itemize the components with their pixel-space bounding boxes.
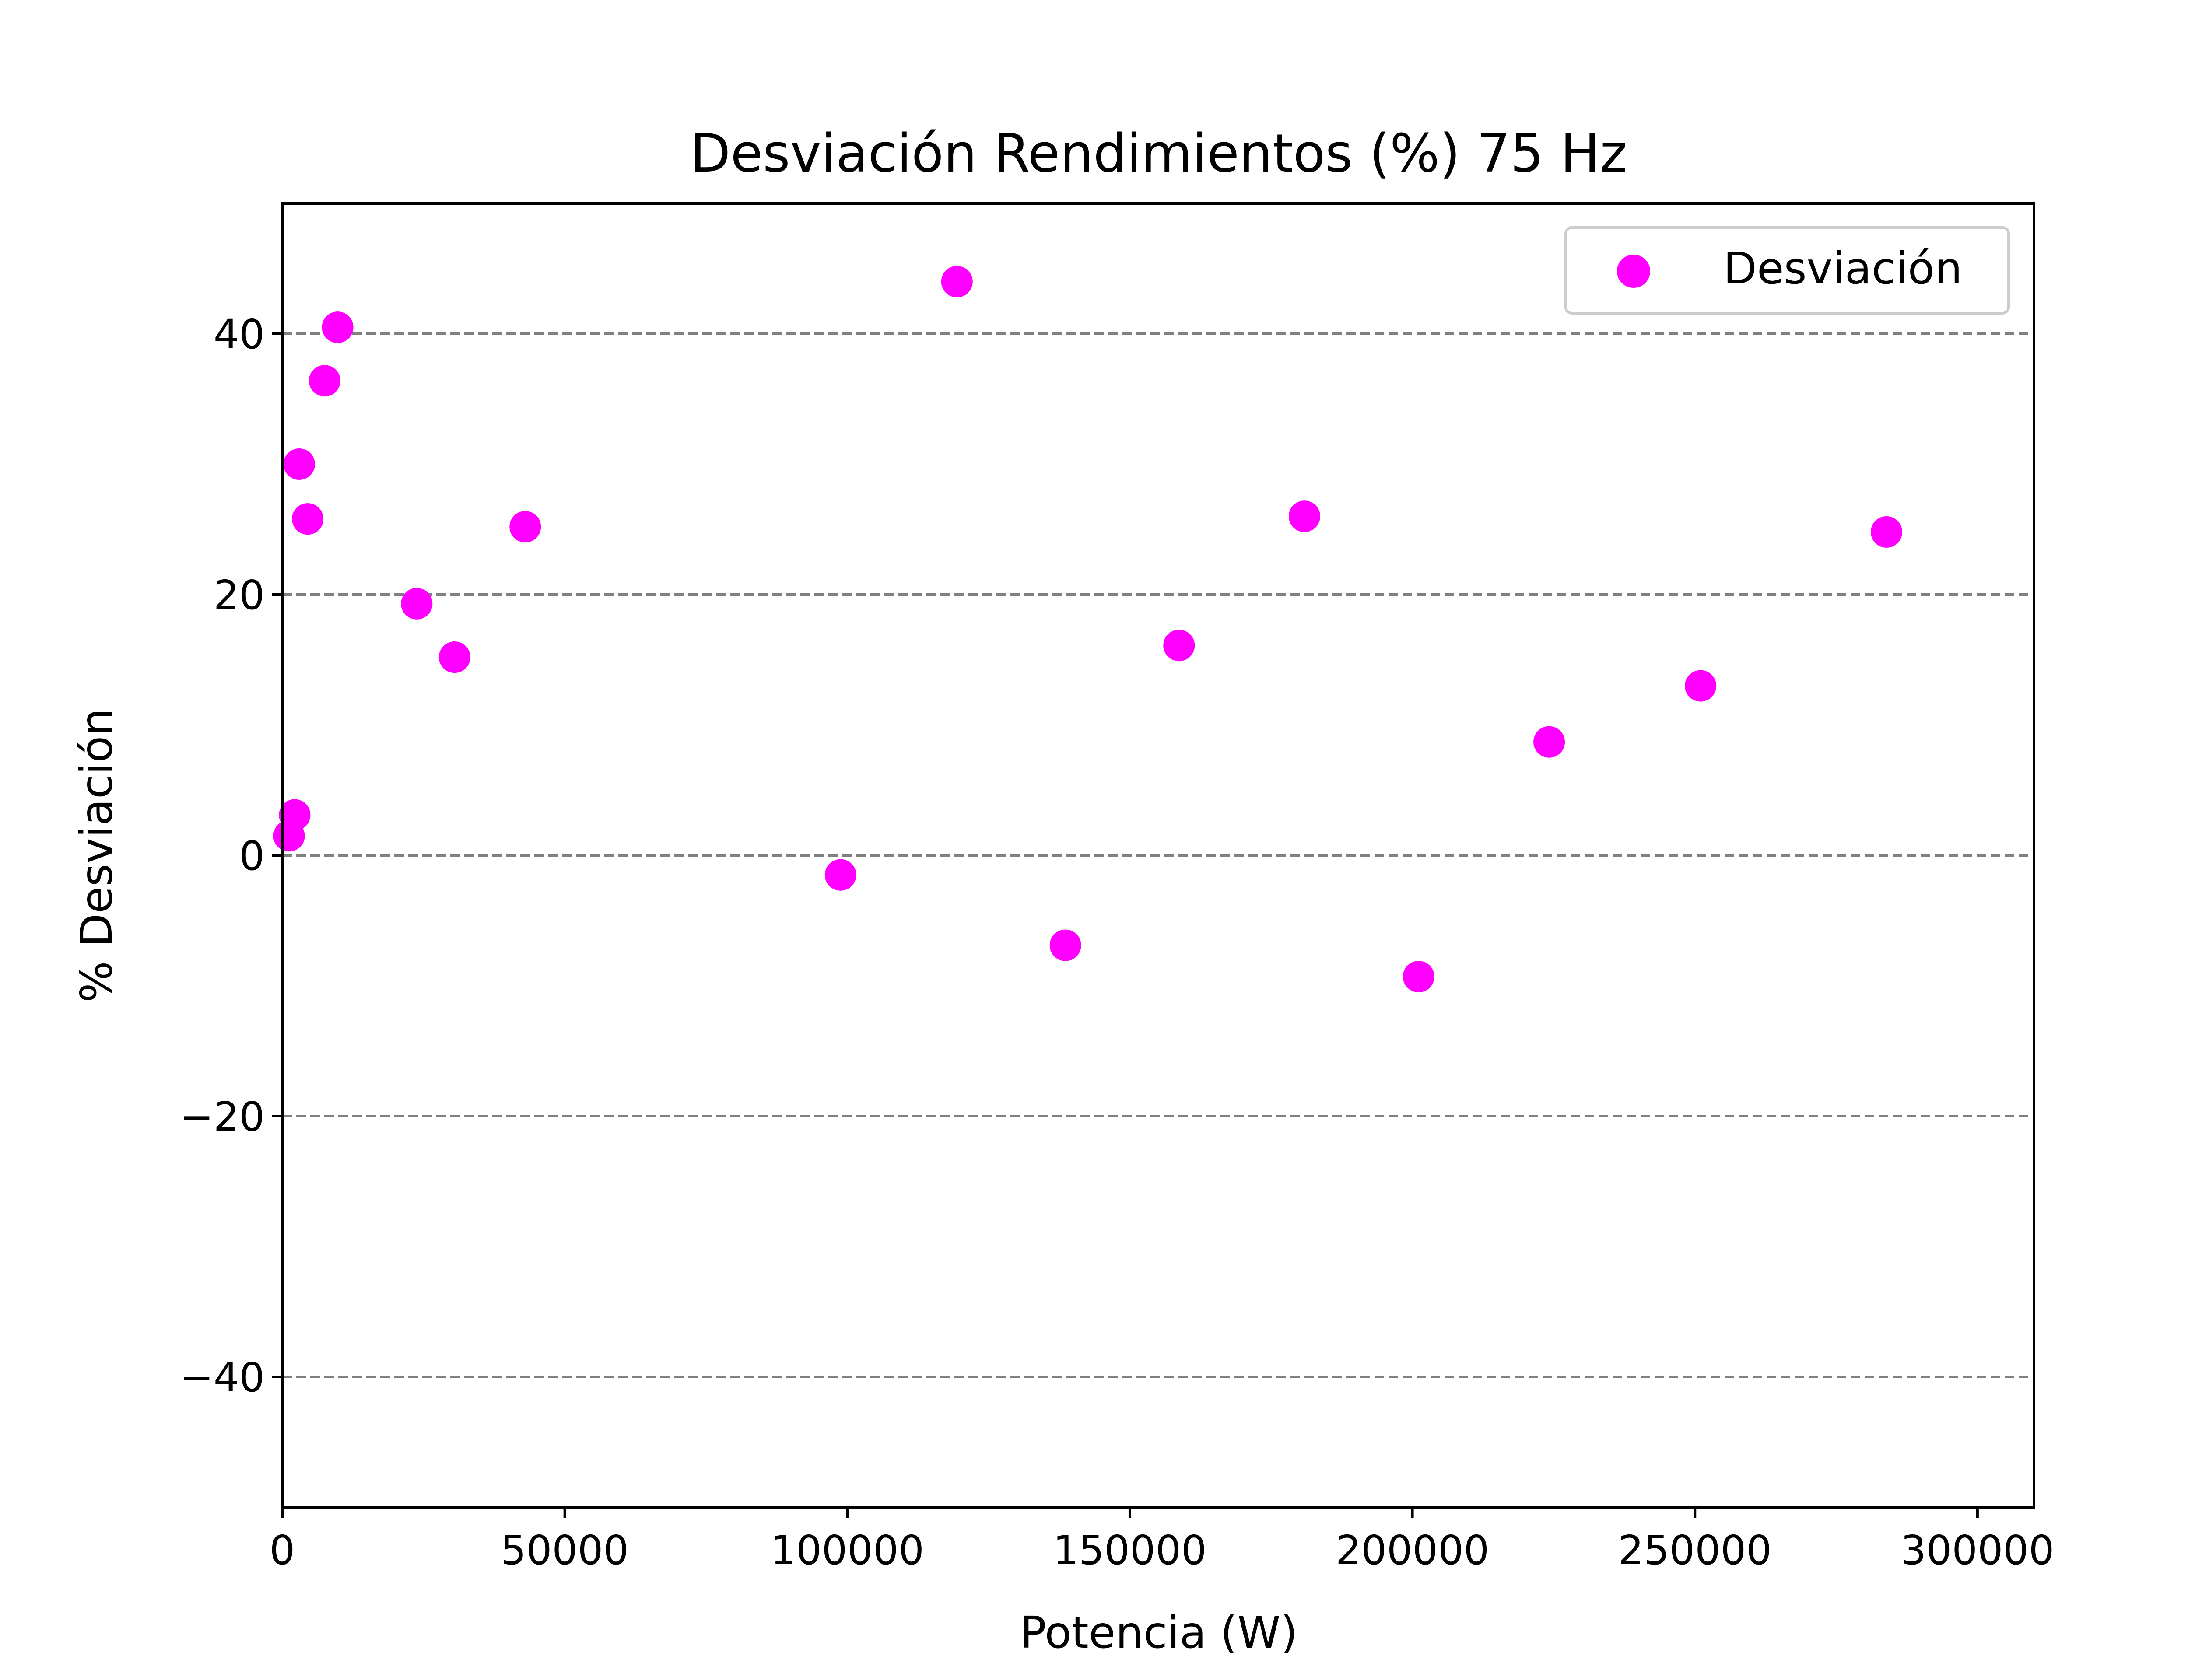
y-axis-label: % Desviación <box>71 708 122 1003</box>
x-tick-label-3: 150000 <box>1053 1527 1206 1574</box>
data-point-0-12 <box>1163 630 1195 661</box>
y-tick-label-2: 0 <box>239 833 265 879</box>
y-axis-ticks: −40 −20 0 20 40 <box>180 311 282 1401</box>
data-point-0-3 <box>292 503 323 535</box>
gridlines <box>282 334 2034 1377</box>
data-point-0-15 <box>1533 726 1565 758</box>
legend-label-desviacion: Desviación <box>1723 243 1962 294</box>
x-tick-label-5: 250000 <box>1618 1527 1772 1574</box>
y-tick-label-1: −20 <box>180 1093 265 1140</box>
x-tick-label-4: 200000 <box>1336 1527 1489 1574</box>
legend: Desviación <box>1566 228 2009 313</box>
y-tick-label-0: −40 <box>180 1354 265 1401</box>
data-point-0-9 <box>825 859 856 891</box>
x-tick-label-0: 0 <box>270 1527 295 1574</box>
x-tick-label-6: 300000 <box>1900 1527 2054 1574</box>
data-point-0-14 <box>1403 961 1434 992</box>
data-point-0-7 <box>439 641 470 673</box>
x-tick-label-1: 50000 <box>501 1527 629 1574</box>
x-axis-label: Potencia (W) <box>1020 1607 1298 1658</box>
data-point-0-8 <box>509 511 541 542</box>
chart-title: Desviación Rendimientos (%) 75 Hz <box>690 123 1627 184</box>
data-point-0-2 <box>284 448 315 480</box>
data-point-0-6 <box>401 588 432 620</box>
y-tick-label-4: 40 <box>214 311 265 358</box>
data-point-0-4 <box>309 365 340 396</box>
data-points <box>273 266 1902 992</box>
data-point-0-16 <box>1685 670 1716 702</box>
data-point-0-17 <box>1871 516 1902 548</box>
data-point-0-10 <box>941 266 973 298</box>
data-point-0-13 <box>1289 500 1320 532</box>
data-point-0-5 <box>322 312 354 343</box>
y-tick-label-3: 20 <box>214 572 265 619</box>
data-point-0-1 <box>279 799 310 831</box>
x-tick-label-2: 100000 <box>771 1527 924 1574</box>
data-point-0-11 <box>1050 930 1081 961</box>
legend-marker-desviacion <box>1617 255 1650 288</box>
x-axis-ticks: 0 50000 100000 150000 200000 250000 300000 <box>270 1507 2055 1574</box>
